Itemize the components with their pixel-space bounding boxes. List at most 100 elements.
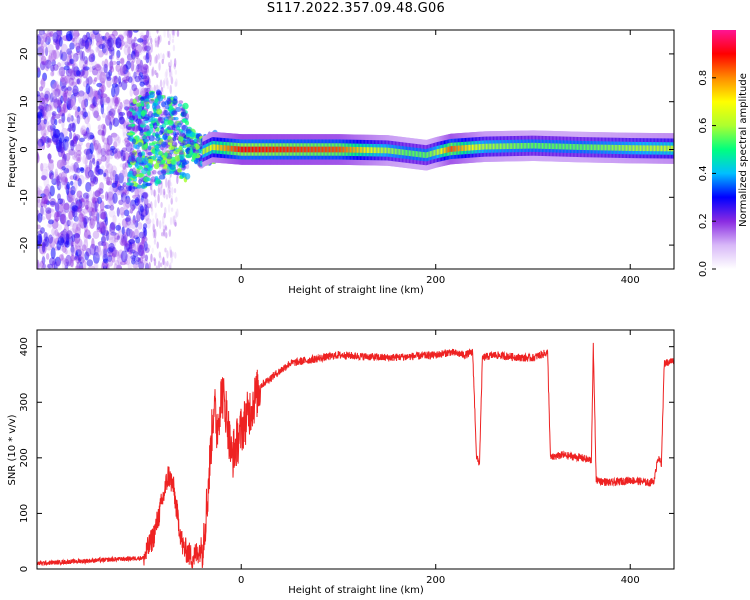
heatmap-cell <box>172 44 176 52</box>
heatmap-cell <box>41 168 49 180</box>
heatmap-cell <box>41 96 46 106</box>
heatmap-cell <box>69 162 76 173</box>
heatmap-cell <box>96 196 103 204</box>
heatmap-cell <box>170 254 173 264</box>
heatmap-cell <box>83 131 88 140</box>
heatmap-cell <box>170 69 173 78</box>
heatmap-cell <box>124 217 131 222</box>
heatmap-cell <box>55 201 59 211</box>
heatmap-cell <box>79 69 85 77</box>
heatmap-cell <box>50 79 57 89</box>
heatmap-cell <box>49 123 54 134</box>
heatmap-cell <box>73 161 79 173</box>
heatmap-cell <box>111 252 116 263</box>
heatmap-cell <box>145 182 152 187</box>
heatmap-cell <box>44 186 50 198</box>
heatmap-cell <box>57 236 65 246</box>
heatmap-cell <box>94 64 101 69</box>
heatmap-cell <box>67 98 74 109</box>
heatmap-cell <box>72 149 79 161</box>
heatmap-cell <box>85 127 90 135</box>
heatmap-cell <box>141 192 148 199</box>
heatmap-cell <box>144 254 149 262</box>
heatmap-cell <box>91 67 99 76</box>
heatmap-cell <box>43 176 50 188</box>
heatmap-cell <box>76 261 80 269</box>
heatmap-cell <box>163 212 166 219</box>
heatmap-cell <box>111 95 119 107</box>
heatmap-cell <box>109 171 115 181</box>
heatmap-cell <box>66 116 71 123</box>
heatmap-cell <box>68 220 74 226</box>
heatmap-cell <box>39 97 46 105</box>
heatmap-cell <box>100 93 108 99</box>
heatmap-cell <box>121 233 127 246</box>
heatmap-cell <box>167 204 171 213</box>
heatmap-cell <box>166 125 174 131</box>
heatmap-cell <box>87 95 92 101</box>
heatmap-cell <box>45 103 49 113</box>
heatmap-cell <box>63 161 67 166</box>
heatmap-cell <box>71 98 76 109</box>
heatmap-cell <box>100 225 106 236</box>
heatmap-cell <box>86 153 91 160</box>
heatmap-cell <box>48 159 54 164</box>
heatmap-cell <box>89 210 93 217</box>
heatmap-cell <box>94 189 101 198</box>
heatmap-cell <box>154 212 158 220</box>
heatmap-cell <box>62 245 67 253</box>
heatmap-cell <box>72 155 77 160</box>
heatmap-cell <box>65 230 73 240</box>
heatmap-cell <box>148 262 151 269</box>
heatmap-cell <box>136 63 143 73</box>
heatmap-cell <box>132 98 137 105</box>
heatmap-cell <box>48 234 53 244</box>
heatmap-cell <box>54 202 60 212</box>
heatmap-cell <box>119 65 124 76</box>
heatmap-cell <box>105 114 111 126</box>
heatmap-cell <box>155 179 162 185</box>
heatmap-cell <box>61 112 66 123</box>
heatmap-cell <box>156 108 163 115</box>
heatmap-cell <box>96 69 103 81</box>
heatmap-cell <box>84 175 90 181</box>
heatmap-cell <box>66 146 71 153</box>
heatmap-cell <box>164 206 167 215</box>
heatmap-cell <box>79 210 86 222</box>
heatmap-cell <box>130 39 136 50</box>
heatmap-cell <box>114 138 121 147</box>
heatmap-cell <box>78 92 84 104</box>
heatmap-cell <box>73 151 78 159</box>
heatmap-cell <box>146 103 150 110</box>
heatmap-cell <box>152 223 155 233</box>
heatmap-cell <box>125 142 133 153</box>
heatmap-cell <box>143 75 148 83</box>
heatmap-cell <box>52 32 59 43</box>
heatmap-cell <box>107 254 113 262</box>
heatmap-cell <box>106 230 110 242</box>
heatmap-cell <box>62 103 67 110</box>
heatmap-cell <box>171 216 175 225</box>
figure-title: S117.2022.357.09.48.G06 <box>266 1 446 16</box>
heatmap-cell <box>84 156 88 166</box>
heatmap-cell <box>108 209 116 218</box>
heatmap-cell <box>137 38 144 43</box>
heatmap-cell <box>64 177 68 184</box>
heatmap-cell <box>37 118 40 124</box>
heatmap-cell <box>135 67 140 73</box>
heatmap-cell <box>151 66 155 77</box>
heatmap-cell <box>162 256 165 266</box>
heatmap-cell <box>133 243 137 254</box>
heatmap-cell <box>60 157 66 167</box>
heatmap-cell <box>168 65 172 73</box>
heatmap-cell <box>80 167 85 173</box>
heatmap-cell <box>90 33 97 40</box>
heatmap-cell <box>107 110 114 116</box>
heatmap-cell <box>189 148 194 156</box>
heatmap-cell <box>45 210 52 221</box>
heatmap-cell <box>109 229 116 237</box>
heatmap-cell <box>147 170 151 176</box>
heatmap-cell <box>130 155 136 162</box>
heatmap-cell <box>84 201 90 208</box>
heatmap-cell <box>65 68 73 77</box>
